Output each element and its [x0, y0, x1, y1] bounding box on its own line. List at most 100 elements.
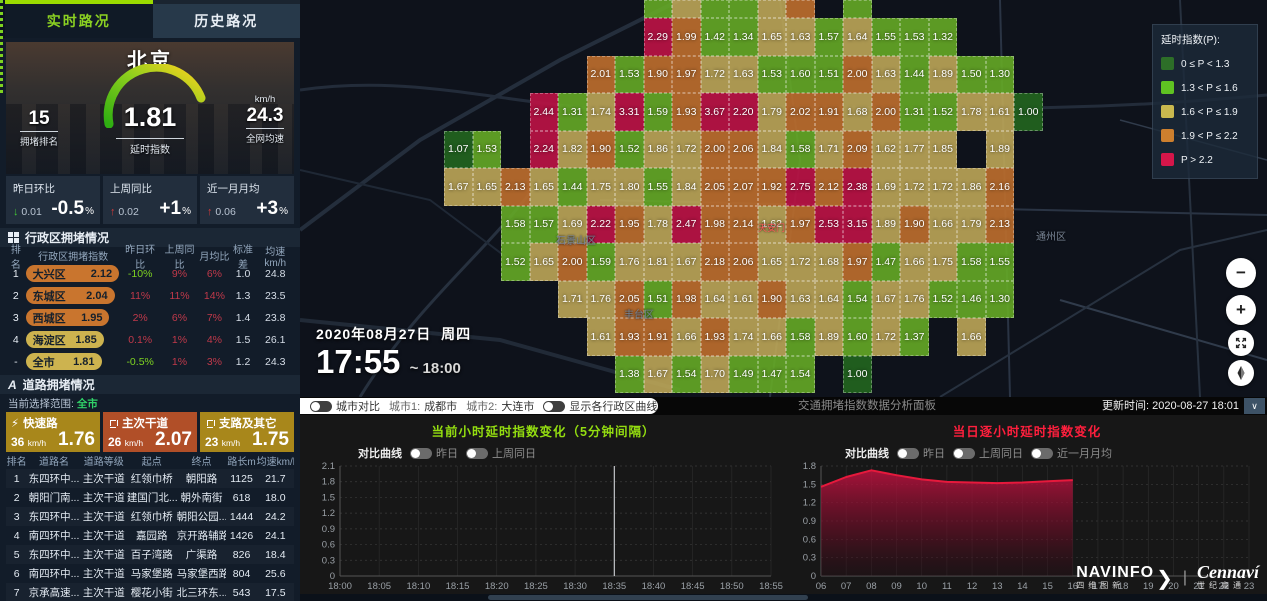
heatmap-cell[interactable]: 1.64	[814, 280, 843, 318]
heatmap-cell[interactable]: 1.67	[444, 168, 473, 206]
road-card-1[interactable]: 主次干道 26 km/h 2.07	[103, 412, 197, 452]
road-row[interactable]: 2 朝阳门南... 主次干道 建国门北... 朝外南街 618 18.0	[6, 488, 294, 507]
heatmap-cell[interactable]: 2.24	[529, 130, 558, 168]
heatmap-cell[interactable]: 2.20	[729, 93, 758, 131]
heatmap-cell[interactable]: 1.70	[700, 355, 729, 393]
heatmap-cell[interactable]: 1.54	[672, 355, 701, 393]
heatmap-cell[interactable]: 1.84	[672, 168, 701, 206]
heatmap-cell[interactable]: 1.75	[586, 168, 615, 206]
heatmap-cell[interactable]: 1.65	[757, 18, 786, 56]
heatmap-cell[interactable]: 1.52	[928, 280, 957, 318]
heatmap-cell[interactable]: 2.06	[729, 130, 758, 168]
road-row[interactable]: 7 京承高速... 主次干道 樱花小街 北三环东... 543 17.5	[6, 583, 294, 601]
heatmap-cell[interactable]: 1.52	[501, 243, 530, 281]
heatmap-cell[interactable]: 1.51	[643, 280, 672, 318]
heatmap-cell[interactable]: 2.01	[586, 55, 615, 93]
heatmap-cell[interactable]: 1.54	[843, 280, 872, 318]
collapse-chevron-button[interactable]: ∨	[1244, 398, 1265, 414]
heatmap-cell[interactable]: 1.31	[558, 93, 587, 131]
heatmap-cell[interactable]: 1.90	[586, 130, 615, 168]
heatmap-cell[interactable]: 1.63	[871, 55, 900, 93]
heatmap-cell[interactable]: 1.72	[900, 168, 929, 206]
heatmap-cell[interactable]: 1.67	[871, 280, 900, 318]
road-card-0[interactable]: ⚡ 快速路 36 km/h 1.76	[6, 412, 100, 452]
heatmap-cell[interactable]: 1.66	[928, 205, 957, 243]
heatmap-cell[interactable]: 1.51	[814, 55, 843, 93]
heatmap-cell[interactable]: 1.79	[757, 93, 786, 131]
heatmap-cell[interactable]: 1.77	[900, 130, 929, 168]
heatmap-cell[interactable]: 1.63	[786, 18, 815, 56]
heatmap-cell[interactable]: 1.76	[615, 243, 644, 281]
heatmap-cell[interactable]: 1.99	[672, 18, 701, 56]
heatmap-cell[interactable]: 1.72	[672, 130, 701, 168]
heatmap-cell[interactable]: 1.44	[900, 55, 929, 93]
heatmap-cell[interactable]: 1.74	[586, 93, 615, 131]
heatmap-cell[interactable]: 1.85	[928, 130, 957, 168]
heatmap-cell[interactable]	[757, 0, 786, 18]
heatmap-cell[interactable]: 1.69	[871, 168, 900, 206]
heatmap-cell[interactable]: 1.81	[643, 243, 672, 281]
heatmap-cell[interactable]: 2.47	[672, 205, 701, 243]
horizontal-scrollbar[interactable]	[300, 594, 1267, 601]
road-row[interactable]: 6 南四环中... 主次干道 马家堡路 马家堡西路 804 25.6	[6, 564, 294, 583]
heatmap-cell[interactable]: 2.18	[700, 243, 729, 281]
heatmap-cell[interactable]: 1.80	[615, 168, 644, 206]
heatmap-cell[interactable]: 2.00	[843, 55, 872, 93]
heatmap-cell[interactable]: 1.89	[814, 318, 843, 356]
heatmap-cell[interactable]: 1.74	[729, 318, 758, 356]
heatmap-cell[interactable]: 1.57	[814, 18, 843, 56]
heatmap-cell[interactable]: 1.90	[900, 205, 929, 243]
heatmap-cell[interactable]: 1.47	[757, 355, 786, 393]
heatmap-cell[interactable]: 1.97	[672, 55, 701, 93]
heatmap-cell[interactable]: 1.07	[444, 130, 473, 168]
heatmap-cell[interactable]: 1.49	[729, 355, 758, 393]
heatmap-cell[interactable]: 1.66	[900, 243, 929, 281]
heatmap-cell[interactable]: 2.12	[814, 168, 843, 206]
heatmap-cell[interactable]: 1.42	[700, 18, 729, 56]
heatmap-cell[interactable]: 1.00	[843, 355, 872, 393]
heatmap-cell[interactable]: 1.89	[871, 205, 900, 243]
heatmap-cell[interactable]: 1.66	[757, 318, 786, 356]
heatmap-cell[interactable]: 1.91	[643, 318, 672, 356]
heatmap-cell[interactable]: 2.44	[529, 93, 558, 131]
heatmap-cell[interactable]: 1.89	[985, 130, 1014, 168]
heatmap-cell[interactable]: 1.89	[928, 55, 957, 93]
road-row[interactable]: 4 南四环中... 主次干道 嘉园路 京开路辅路 1426 24.1	[6, 526, 294, 545]
heatmap-cell[interactable]: 1.55	[985, 243, 1014, 281]
district-row[interactable]: 3 西城区 1.95 2% 6% 7% 1.4 23.8	[6, 308, 294, 327]
scrollbar-thumb[interactable]	[488, 595, 808, 600]
heatmap-cell[interactable]: 1.65	[529, 168, 558, 206]
heatmap-cell[interactable]: 1.72	[928, 168, 957, 206]
heatmap-cell[interactable]: 1.93	[615, 318, 644, 356]
heatmap-cell[interactable]: 2.14	[729, 205, 758, 243]
heatmap-cell[interactable]: 1.30	[985, 55, 1014, 93]
district-row[interactable]: 2 东城区 2.04 11% 11% 14% 1.3 23.5	[6, 286, 294, 305]
heatmap-cell[interactable]: 1.65	[757, 243, 786, 281]
heatmap-cell[interactable]	[700, 0, 729, 18]
heatmap-cell[interactable]: 1.97	[786, 205, 815, 243]
heatmap-cell[interactable]: 1.71	[814, 130, 843, 168]
road-row[interactable]: 1 东四环中... 主次干道 红领巾桥 朝阳路 1125 21.7	[6, 469, 294, 488]
heatmap-cell[interactable]: 1.58	[957, 243, 986, 281]
heatmap-cell[interactable]: 1.65	[529, 243, 558, 281]
district-row[interactable]: 4 海淀区 1.85 0.1% 1% 4% 1.5 26.1	[6, 330, 294, 349]
heatmap-cell[interactable]: 1.90	[757, 280, 786, 318]
heatmap-cell[interactable]: 1.58	[786, 318, 815, 356]
heatmap-cell[interactable]: 1.78	[643, 205, 672, 243]
heatmap-cell[interactable]: 2.38	[843, 168, 872, 206]
toggle-switch[interactable]	[410, 447, 432, 459]
heatmap-cell[interactable]: 1.97	[843, 243, 872, 281]
heatmap-cell[interactable]: 1.64	[843, 18, 872, 56]
heatmap-cell[interactable]: 1.90	[643, 55, 672, 93]
heatmap-cell[interactable]: 1.67	[643, 355, 672, 393]
city2-select[interactable]: 城市2: 大连市	[466, 398, 534, 414]
heatmap-cell[interactable]: 1.63	[729, 55, 758, 93]
zoom-out-button[interactable]: −	[1226, 258, 1256, 288]
heatmap-cell[interactable]: 1.46	[957, 280, 986, 318]
heatmap-cell[interactable]: 1.32	[928, 18, 957, 56]
locate-button[interactable]	[1228, 360, 1254, 386]
heatmap-cell[interactable]: 1.37	[900, 318, 929, 356]
district-curves-toggle[interactable]	[543, 400, 566, 412]
city1-select[interactable]: 城市1: 成都市	[389, 398, 457, 414]
heatmap-cell[interactable]: 2.13	[501, 168, 530, 206]
